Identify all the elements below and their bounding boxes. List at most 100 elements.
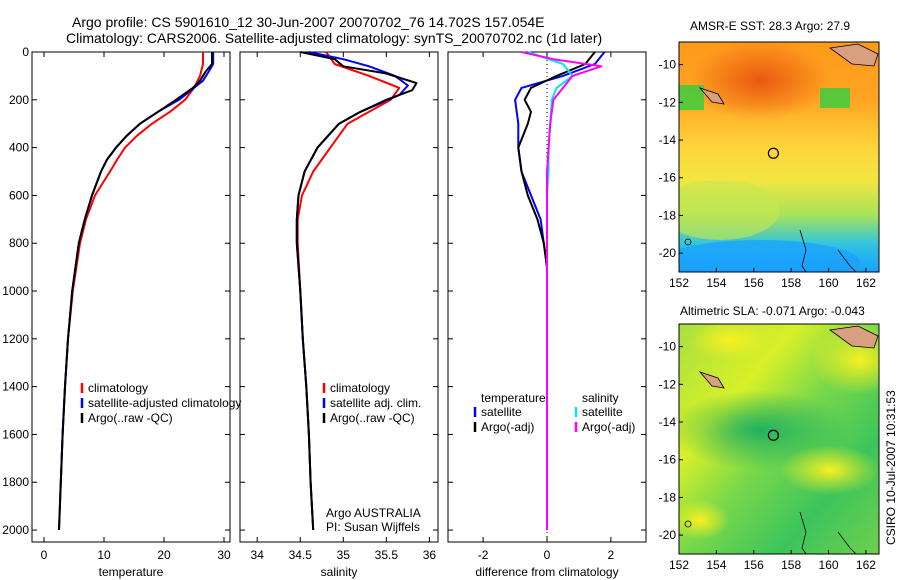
salinity-panel-legend-entry: climatology bbox=[330, 381, 390, 395]
temperature-panel-series-climatology bbox=[59, 52, 204, 495]
sla-map-ytick-label: -14 bbox=[659, 415, 677, 429]
sla-coastline bbox=[799, 511, 807, 554]
sst-coastline bbox=[799, 229, 807, 272]
salinity-panel: 34 34.5 35 35.5 36 salinity climatologysatelli… bbox=[240, 51, 438, 579]
depth-tick-label: 1000 bbox=[2, 284, 29, 298]
sst-coastline-2 bbox=[837, 249, 857, 272]
difference-panel-xtick-label: 0 bbox=[544, 548, 551, 562]
sst-cloud-patch bbox=[679, 85, 704, 110]
temperature-panel-frame bbox=[31, 51, 231, 543]
sst-cool-band bbox=[679, 240, 860, 272]
temperature-panel: 0 10 20 30 0 200 400 600 800 1000 1200 1400 1600 1800… bbox=[2, 45, 241, 579]
sst-island-2 bbox=[828, 43, 879, 67]
sst-map-title: AMSR-E SST: 28.3 Argo: 27.9 bbox=[690, 19, 850, 33]
sst-argo-location bbox=[767, 147, 779, 159]
temperature-panel-series-satellite-adjusted-climatology bbox=[58, 52, 215, 531]
sla-map-ytick-label: -16 bbox=[659, 453, 677, 467]
figure-title-line2: Climatology: CARS2006. Satellite-adjuste… bbox=[66, 30, 602, 46]
salinity-annotation: PI: Susan Wijffels bbox=[326, 520, 420, 534]
sla-map-frame bbox=[678, 323, 880, 555]
sst-map-xtick-label: 156 bbox=[744, 276, 764, 290]
depth-tick-label: 200 bbox=[9, 93, 29, 107]
sst-map-xtick-label: 152 bbox=[669, 276, 689, 290]
temperature-panel-xtick-label: 0 bbox=[41, 548, 48, 562]
salinity-panel-series-argo-raw-qc- bbox=[295, 51, 418, 531]
sst-map-xtick-label: 158 bbox=[781, 276, 801, 290]
depth-tick-label: 800 bbox=[9, 236, 29, 250]
difference-panel: -2 0 2 difference from climatology temperatu… bbox=[448, 51, 646, 579]
sla-map-xtick-label: 160 bbox=[819, 558, 839, 572]
sst-map: AMSR-E SST: 28.3 Argo: 27.9 152 154 156 158… bbox=[659, 19, 880, 290]
sst-map-frame bbox=[678, 41, 880, 273]
difference-legend-entry: satellite bbox=[481, 405, 522, 419]
sst-island bbox=[698, 87, 725, 105]
difference-panel-series-salinity-argo-adj- bbox=[521, 51, 603, 530]
sla-high-4 bbox=[679, 500, 730, 540]
depth-tick-label: 2000 bbox=[2, 523, 29, 537]
salinity-panel-xtick-label: 34.5 bbox=[289, 548, 313, 562]
depth-tick-label: 1600 bbox=[2, 427, 29, 441]
salinity-annotation: Argo AUSTRALIA bbox=[326, 506, 421, 520]
figure-title-line1: Argo profile: CS 5901610_12 30-Jun-2007 … bbox=[72, 14, 545, 30]
sst-map-ytick-label: -16 bbox=[659, 171, 677, 185]
sla-map-ytick-label: -20 bbox=[659, 528, 677, 542]
salinity-panel-legend-entry: Argo(..raw -QC) bbox=[330, 411, 415, 425]
difference-panel-xtick-label: 2 bbox=[608, 548, 615, 562]
sst-map-axes: 152 154 156 158 160 162 -10 -12 -14 -16 -18 -20 bbox=[659, 58, 877, 290]
difference-legend-salinity-title: salinity bbox=[582, 391, 619, 405]
sla-island bbox=[698, 371, 725, 389]
salinity-panel-legend-entry: satellite adj. clim. bbox=[330, 396, 421, 410]
difference-panel-xtick-label: -2 bbox=[478, 548, 489, 562]
sla-high-2 bbox=[690, 324, 770, 360]
salinity-panel-xtick-label: 35 bbox=[337, 548, 351, 562]
temperature-panel-xtick-label: 10 bbox=[97, 548, 111, 562]
salinity-panel-xtick-label: 36 bbox=[423, 548, 437, 562]
difference-legend-entry: Argo(-adj) bbox=[582, 420, 635, 434]
sst-map-ytick-label: -14 bbox=[659, 133, 677, 147]
difference-legend-entry: satellite bbox=[582, 405, 623, 419]
difference-panel-series-temperature-argo-adj- bbox=[517, 51, 596, 530]
sst-map-ytick-label: -12 bbox=[659, 95, 677, 109]
sla-island-2 bbox=[828, 325, 879, 349]
depth-tick-label: 1800 bbox=[2, 475, 29, 489]
difference-legend-temperature-title: temperature bbox=[481, 391, 546, 405]
depth-tick-label: 400 bbox=[9, 141, 29, 155]
salinity-panel-xtick-label: 34 bbox=[251, 548, 265, 562]
salinity-panel-series-climatology bbox=[296, 51, 401, 531]
sst-map-ytick-label: -10 bbox=[659, 58, 677, 72]
salinity-panel-series-satellite-adj-clim- bbox=[295, 51, 409, 531]
timestamp-label: CSIRO 10-Jul-2007 10:31:53 bbox=[884, 390, 898, 545]
sla-argo-location bbox=[767, 429, 779, 441]
sla-map-xtick-label: 158 bbox=[781, 558, 801, 572]
sst-map-xtick-label: 162 bbox=[856, 276, 876, 290]
temperature-panel-legend-entry: climatology bbox=[88, 381, 148, 395]
depth-tick-label: 600 bbox=[9, 188, 29, 202]
sst-mid-band bbox=[679, 180, 780, 240]
sla-reef bbox=[684, 520, 692, 528]
temperature-panel-xtick-label: 30 bbox=[217, 548, 231, 562]
temperature-panel-xlabel: temperature bbox=[99, 565, 164, 579]
salinity-panel-xtick-label: 35.5 bbox=[375, 548, 399, 562]
sst-warm-pool bbox=[690, 42, 830, 120]
temperature-panel-series-argo-raw-qc- bbox=[58, 52, 213, 531]
sla-map-ytick-label: -12 bbox=[659, 377, 677, 391]
sst-map-ytick-label: -18 bbox=[659, 208, 677, 222]
sst-reef bbox=[684, 238, 692, 246]
sla-map-xtick-label: 152 bbox=[669, 558, 689, 572]
sla-high-3 bbox=[780, 445, 879, 495]
sst-map-xtick-label: 160 bbox=[819, 276, 839, 290]
sla-map-xtick-label: 162 bbox=[856, 558, 876, 572]
sla-map-xtick-label: 156 bbox=[744, 558, 764, 572]
sst-map-xtick-label: 154 bbox=[706, 276, 726, 290]
temperature-panel-xtick-label: 20 bbox=[157, 548, 171, 562]
sla-map-ytick-label: -18 bbox=[659, 490, 677, 504]
temperature-panel-legend-entry: satellite-adjusted climatology bbox=[88, 396, 241, 410]
sla-map-axes: 152 154 156 158 160 162 -10 -12 -14 -16 -18 -20 bbox=[659, 340, 877, 572]
sla-map-title: Altimetric SLA: -0.071 Argo: -0.043 bbox=[680, 304, 865, 318]
temperature-panel-legend-entry: Argo(..raw -QC) bbox=[88, 411, 173, 425]
sst-map-ytick-label: -20 bbox=[659, 246, 677, 260]
depth-tick-label: 0 bbox=[22, 45, 29, 59]
salinity-panel-xlabel: salinity bbox=[321, 565, 358, 579]
difference-panel-xlabel: difference from climatology bbox=[475, 565, 618, 579]
